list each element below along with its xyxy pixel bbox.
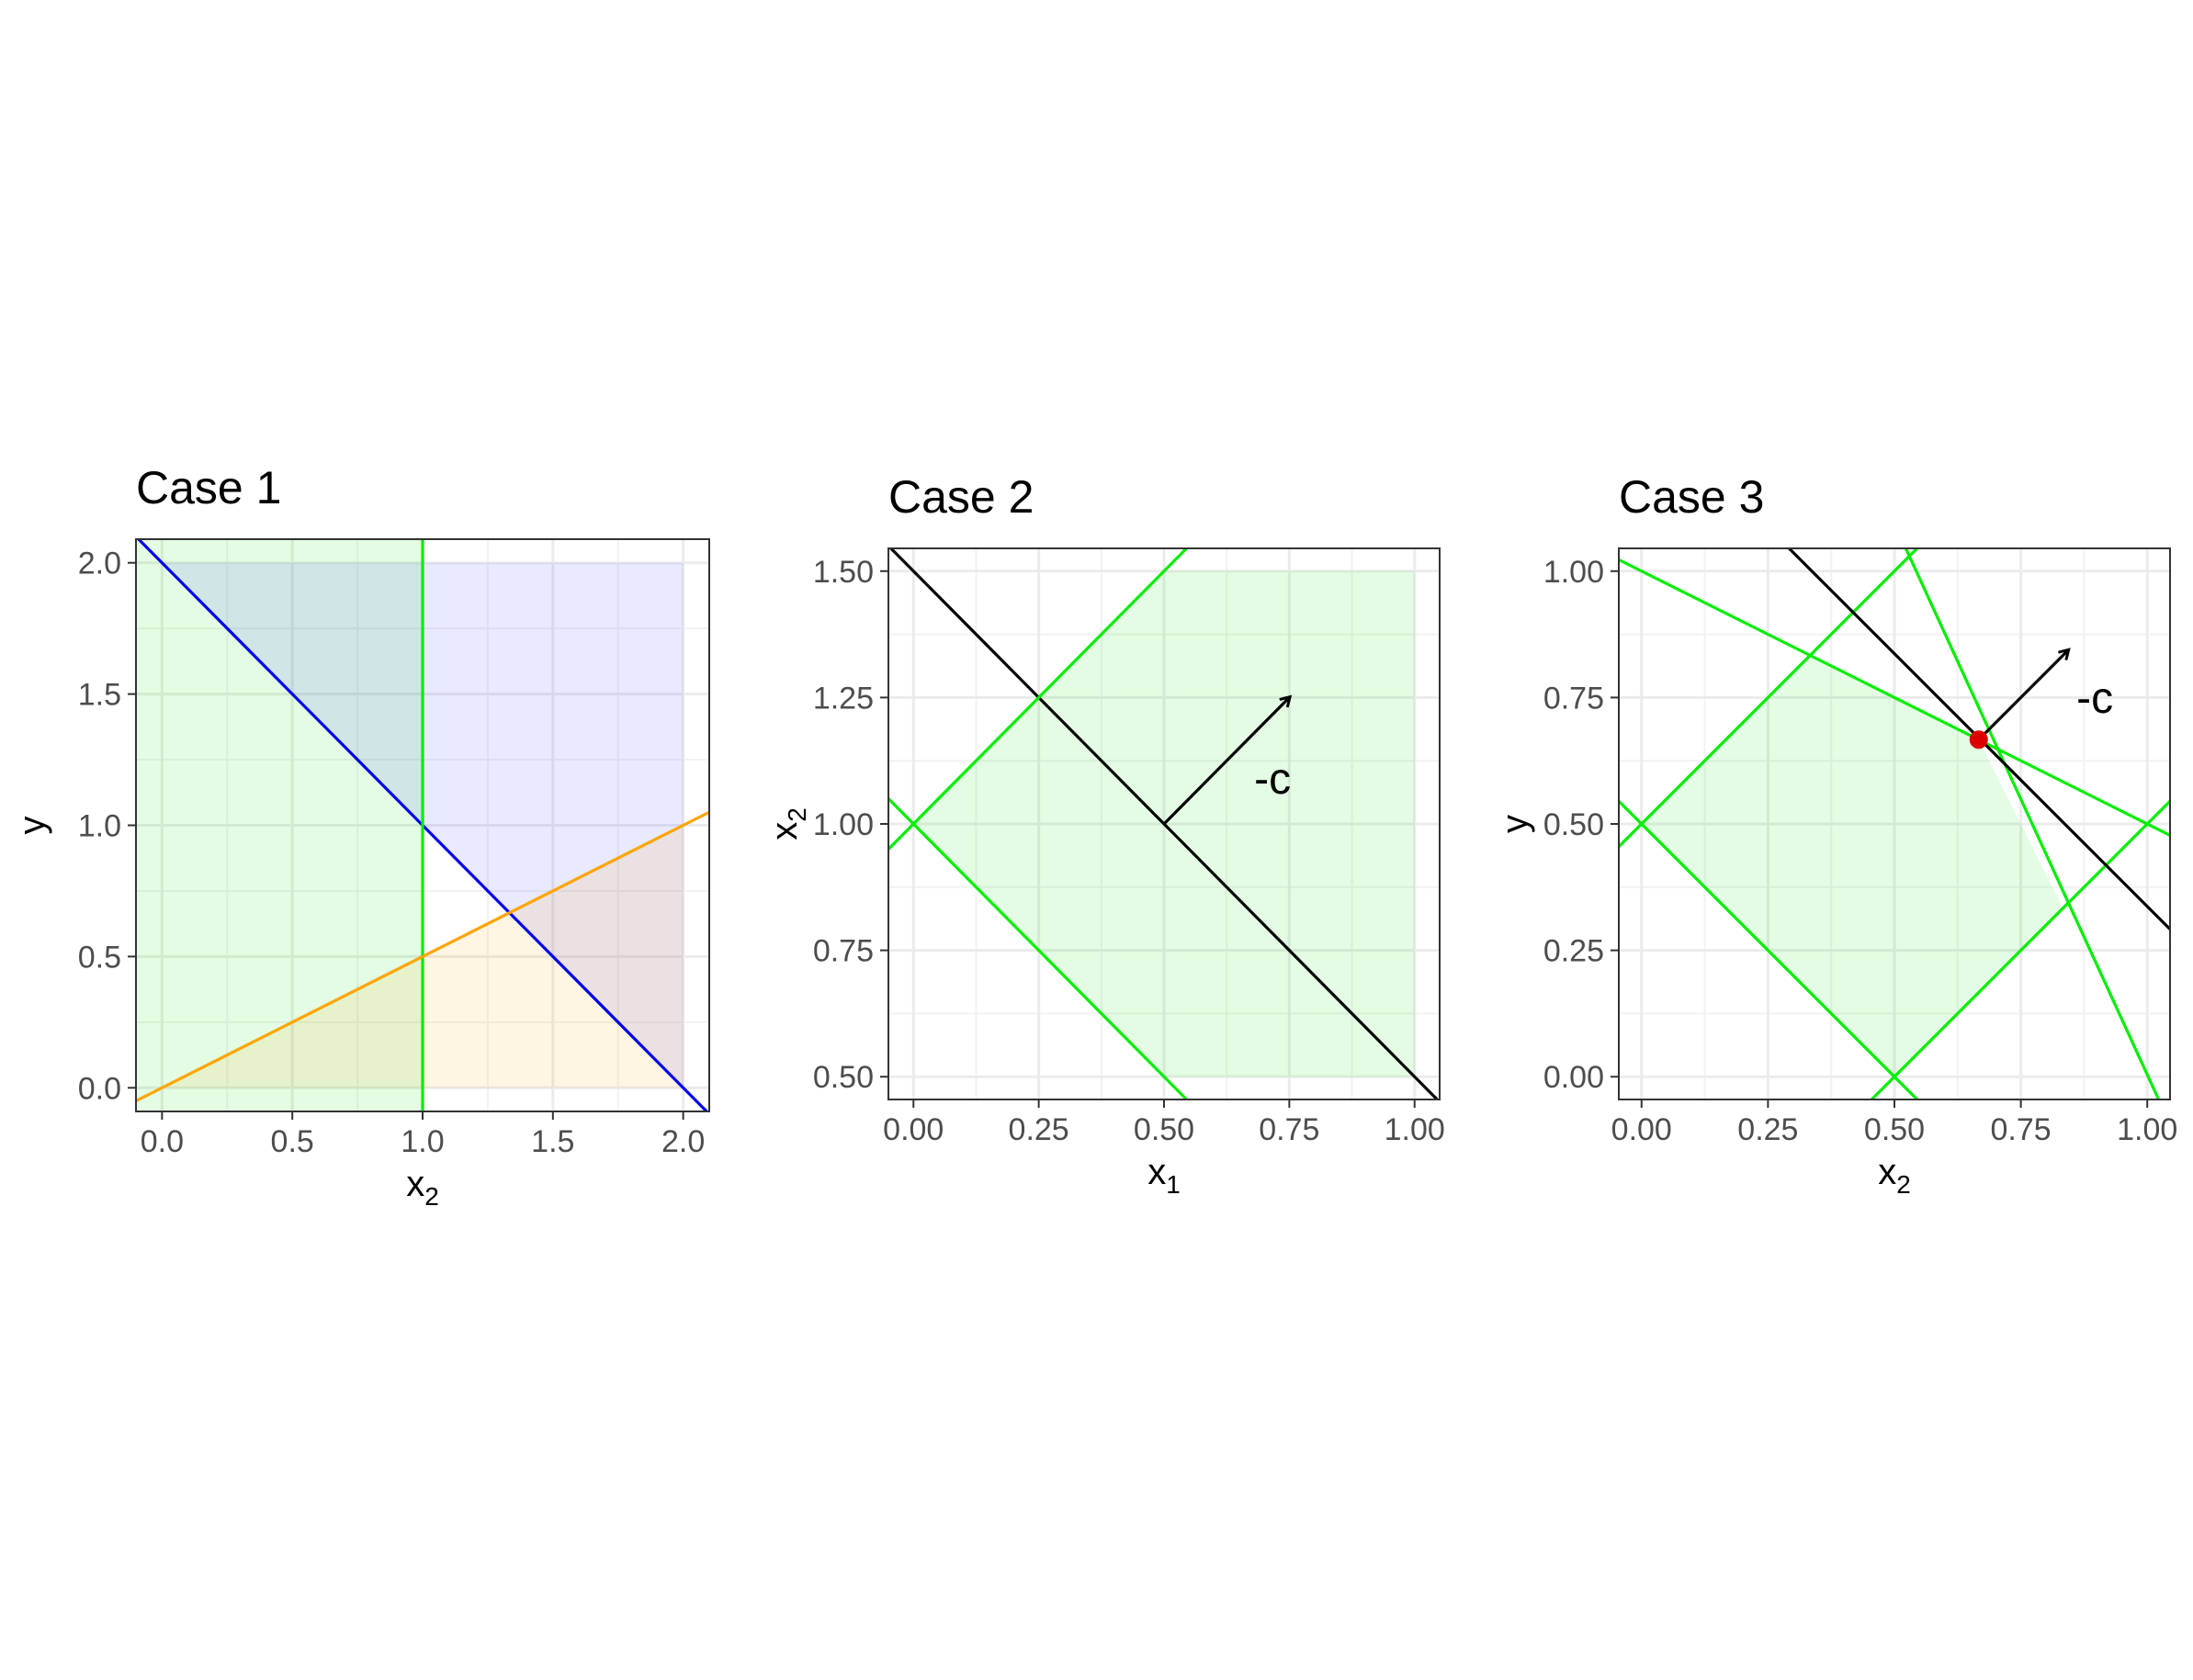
- y-tick-label: 0.25: [1543, 934, 1604, 969]
- y-tick-label: 1.50: [813, 555, 874, 590]
- x-axis-label: x1: [1147, 1152, 1181, 1199]
- x-tick-label: 0.50: [1134, 1112, 1194, 1147]
- y-tick-label: 0.00: [1543, 1060, 1604, 1095]
- data-layer: [136, 539, 709, 1111]
- x-tick-label: 0.75: [1259, 1112, 1319, 1147]
- y-axis-label: y: [12, 817, 52, 835]
- y-axis-label: x2: [764, 807, 811, 840]
- y-tick-label: 1.25: [813, 681, 874, 716]
- y-tick-label: 0.0: [78, 1071, 121, 1106]
- x-tick-label: 2.0: [661, 1124, 705, 1159]
- feasible-region-0: [136, 539, 423, 1111]
- x-tick-label: 0.5: [271, 1124, 314, 1159]
- panel-case-1: 0.0 0.5 1.0 1.5 2.0 0.0 0.5 1.0 1.5 2.0 x2 y Case 1: [12, 462, 710, 1211]
- y-tick-label: 0.50: [1543, 807, 1604, 842]
- constraint-line-2: [888, 797, 1188, 1099]
- y-tick-label: 1.00: [813, 807, 874, 842]
- y-tick-label: 1.0: [78, 809, 121, 844]
- direction-arrow: [1977, 650, 2068, 741]
- constraint-line-2: [1619, 800, 1918, 1099]
- x-tick-label: 1.00: [1385, 1112, 1445, 1147]
- x-tick-label: 0.75: [1991, 1112, 2052, 1147]
- y-tick-label: 0.75: [813, 934, 874, 969]
- direction-arrow: [1162, 697, 1289, 826]
- y-axis-label: y: [1495, 815, 1535, 833]
- y-tick-label: 0.5: [78, 940, 121, 975]
- x-tick-label: 0.00: [883, 1112, 944, 1147]
- panel-title: Case 1: [136, 462, 281, 513]
- feasible-region-0: [1641, 655, 2063, 1077]
- y-tick-label: 1.00: [1543, 555, 1604, 590]
- x-tick-label: 1.5: [531, 1124, 574, 1159]
- x-tick-label: 0.25: [1737, 1112, 1798, 1147]
- constraint-line-0: [1619, 558, 2170, 837]
- constraint-line-1: [888, 548, 1188, 851]
- x-tick-label: 0.50: [1864, 1112, 1925, 1147]
- annotation-label: -c: [2076, 674, 2113, 723]
- panel-case-3: -c 0.00 0.25 0.50 0.75 1.00 0.00 0.25 0.50 0.75 1.…: [1495, 471, 2177, 1199]
- x-tick-label: 1.0: [401, 1124, 444, 1159]
- optimal-point: [1969, 730, 1988, 750]
- constraint-line-1: [1619, 548, 1918, 848]
- constraint-line-4: [1871, 800, 2170, 1099]
- annotation-label: -c: [1254, 755, 1291, 804]
- y-tick-label: 2.0: [78, 547, 121, 581]
- panel-case-2: -c 0.00 0.25 0.50 0.75 1.00 0.50 0.75 1.00 1.25 1.…: [764, 471, 1445, 1199]
- y-tick-label: 0.50: [813, 1060, 874, 1095]
- x-tick-label: 0.25: [1009, 1112, 1069, 1147]
- y-tick-label: 0.75: [1543, 681, 1604, 716]
- data-layer: [1619, 548, 2170, 1099]
- x-axis-label: x2: [1878, 1152, 1911, 1199]
- x-axis-label: x2: [406, 1164, 439, 1211]
- x-tick-label: 0.0: [141, 1124, 184, 1159]
- constraint-line-3: [1904, 548, 2161, 1099]
- panel-title: Case 2: [888, 471, 1034, 523]
- x-tick-label: 0.00: [1611, 1112, 1672, 1147]
- data-layer: [888, 548, 1440, 1099]
- x-tick-label: 1.00: [2117, 1112, 2177, 1147]
- panel-title: Case 3: [1619, 471, 1764, 523]
- constraint-line-2: [136, 810, 709, 1102]
- y-tick-label: 1.5: [78, 678, 121, 713]
